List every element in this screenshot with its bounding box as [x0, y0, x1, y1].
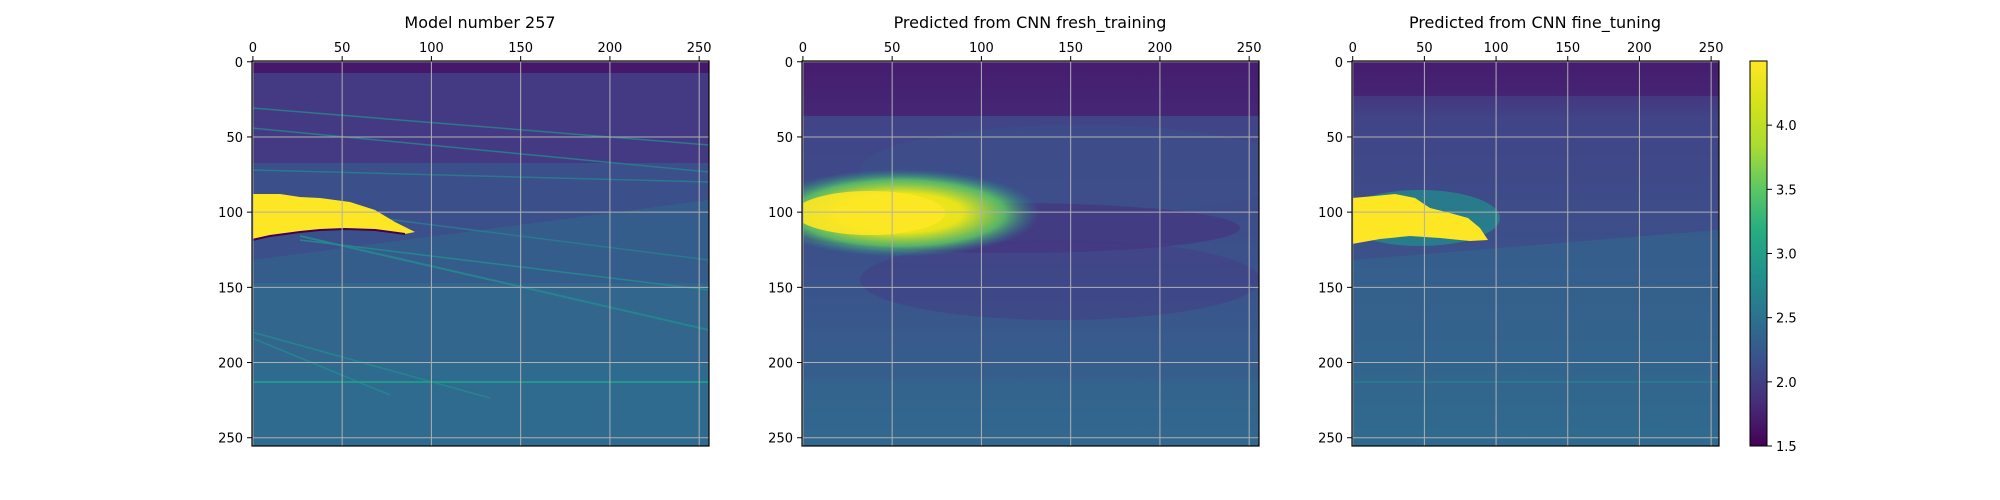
x-tick-label: 50 [334, 41, 351, 56]
panel-fine-tuning: Predicted from CNN fine_tuning [1352, 13, 1719, 446]
axes-1: 0 50 100 150 200 250 0 50 100 150 200 250 [768, 41, 1261, 447]
x-tick-label: 150 [508, 41, 533, 56]
y-tick-label: 200 [218, 357, 243, 372]
x-tick-label: 150 [1058, 41, 1083, 56]
y-tick-label: 0 [785, 56, 793, 71]
x-tick-label: 200 [1148, 41, 1173, 56]
y-tick-label: 250 [218, 432, 243, 447]
colorbar-tick-label: 1.5 [1776, 440, 1797, 455]
y-tick-label: 200 [768, 357, 793, 372]
colorbar-tick-label: 2.5 [1776, 312, 1797, 327]
panel-fresh-training: Predicted from CNN fresh_training [802, 13, 1259, 446]
x-tick-label: 200 [598, 41, 623, 56]
x-tick-label: 0 [249, 41, 257, 56]
colorbar-tick-label: 3.0 [1776, 248, 1797, 263]
x-tick-label: 250 [1699, 41, 1724, 56]
x-tick-label: 250 [687, 41, 712, 56]
colorbar-gradient [1749, 60, 1768, 447]
y-tick-label: 100 [218, 206, 243, 221]
y-tick-label: 250 [768, 432, 793, 447]
axes-frame [1351, 60, 1720, 447]
y-tick-label: 0 [235, 56, 243, 71]
y-tick-label: 50 [226, 131, 243, 146]
axes-frame [801, 60, 1260, 447]
y-tick-label: 150 [768, 281, 793, 296]
y-tick-label: 100 [768, 206, 793, 221]
heatmap-image [1352, 61, 1719, 446]
y-tick-label: 50 [1326, 131, 1343, 146]
x-tick-label: 250 [1237, 41, 1262, 56]
axes-2: 0 50 100 150 200 250 0 50 100 150 200 250 [1318, 41, 1723, 447]
x-tick-label: 0 [799, 41, 807, 56]
x-tick-label: 50 [884, 41, 901, 56]
x-tick-label: 100 [1484, 41, 1509, 56]
axes-frame [251, 60, 710, 447]
y-tick-label: 150 [1318, 281, 1343, 296]
x-tick-label: 200 [1627, 41, 1652, 56]
x-tick-label: 100 [969, 41, 994, 56]
y-tick-label: 50 [776, 131, 793, 146]
colorbar-tick-label: 4.0 [1776, 119, 1797, 134]
colorbar-tick-label: 3.5 [1776, 183, 1797, 198]
colorbar: 1.5 2.0 2.5 3.0 3.5 4.0 [1749, 60, 1797, 455]
panel-title: Model number 257 [404, 13, 555, 32]
panel-model: Model number 257 [252, 13, 709, 446]
panel-title: Predicted from CNN fine_tuning [1409, 13, 1661, 33]
panel-title: Predicted from CNN fresh_training [894, 13, 1167, 33]
x-tick-label: 50 [1416, 41, 1433, 56]
y-tick-label: 150 [218, 281, 243, 296]
colorbar-tick-label: 2.0 [1776, 376, 1797, 391]
y-tick-label: 100 [1318, 206, 1343, 221]
y-tick-label: 250 [1318, 432, 1343, 447]
x-tick-label: 100 [419, 41, 444, 56]
x-tick-label: 0 [1349, 41, 1357, 56]
axes-0: 0 50 100 150 200 250 0 50 100 150 200 250 [218, 41, 711, 447]
y-tick-label: 0 [1335, 56, 1343, 71]
x-tick-label: 150 [1555, 41, 1580, 56]
heatmap-image [252, 61, 709, 446]
heatmap-image [802, 61, 1259, 446]
y-tick-label: 200 [1318, 357, 1343, 372]
